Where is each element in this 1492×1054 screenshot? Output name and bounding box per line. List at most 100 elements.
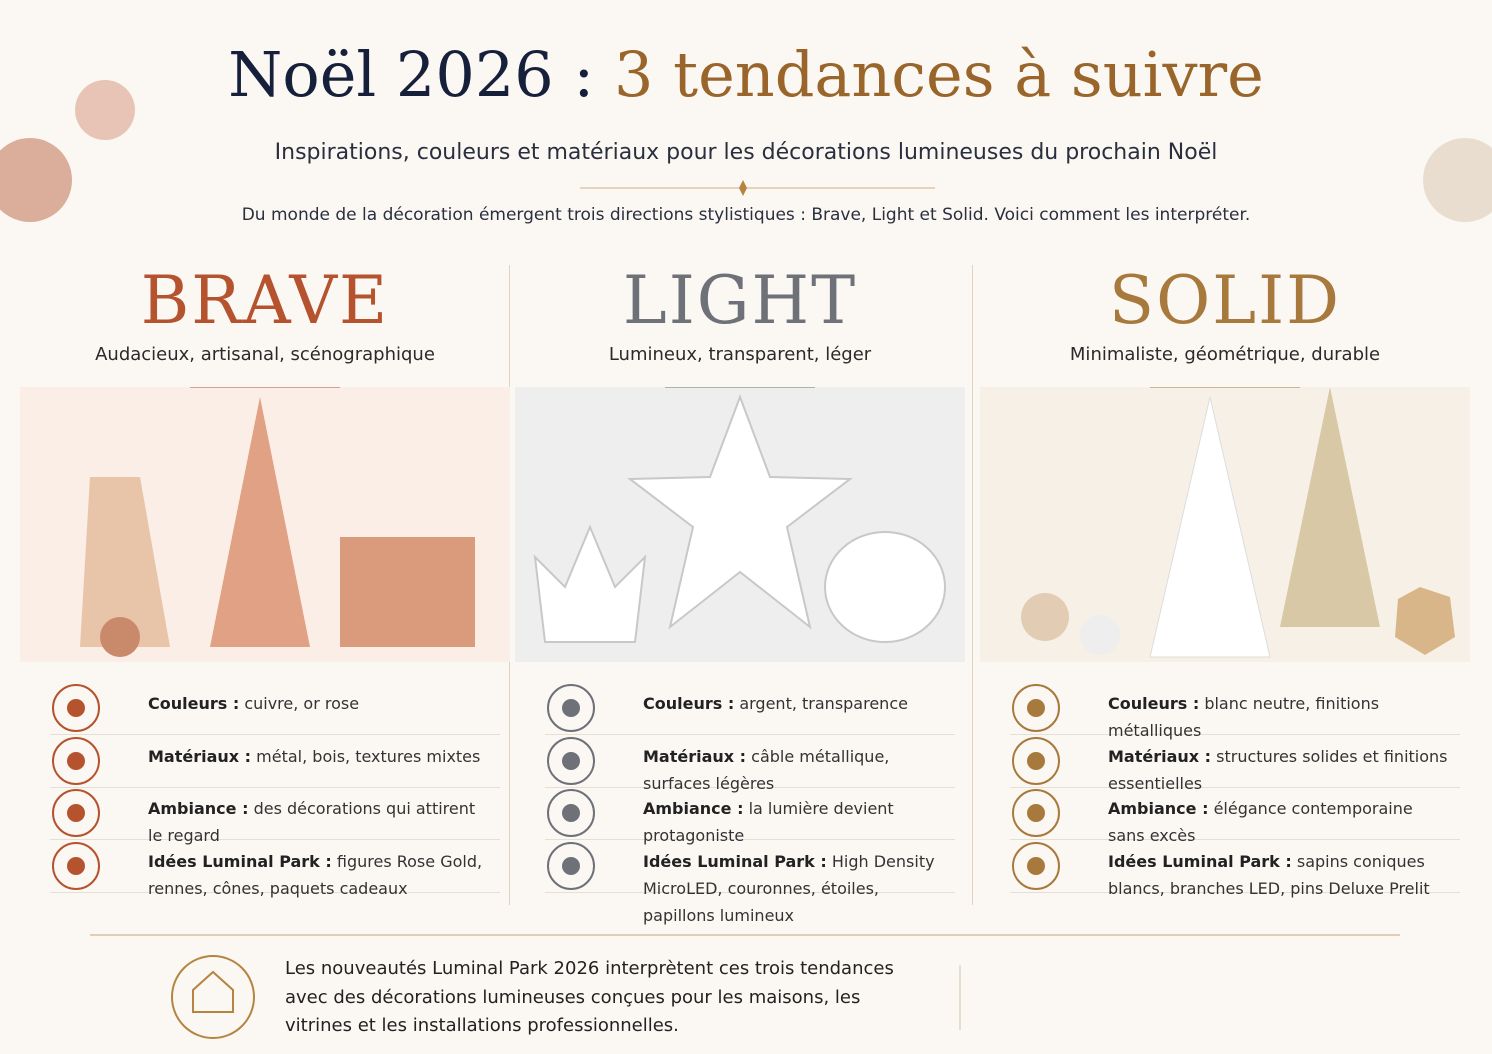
- icon-ring: [547, 789, 595, 837]
- trend-item: Matériaux : câble métallique, surfaces l…: [545, 735, 955, 793]
- icon-ring: [52, 684, 100, 732]
- icon-ring: [1012, 736, 1060, 785]
- icon-ring: [547, 684, 595, 732]
- item-icon: [547, 841, 595, 890]
- trend-item: Matériaux : métal, bois, textures mixtes: [50, 735, 500, 788]
- white-cone: [1149, 396, 1271, 658]
- item-value: argent, transparence: [739, 694, 908, 713]
- item-icon: [1012, 684, 1060, 732]
- item-value: métal, bois, textures mixtes: [256, 746, 481, 766]
- crown: [533, 524, 647, 643]
- item-text: Couleurs : blanc neutre, finitions métal…: [1108, 690, 1450, 744]
- item-label: Couleurs :: [1108, 694, 1200, 713]
- icon-dot: [1027, 856, 1045, 875]
- tree: [1280, 387, 1380, 627]
- trend-item: Idées Luminal Park : sapins coniques bla…: [1010, 840, 1460, 898]
- item-label: Ambiance :: [1108, 799, 1209, 818]
- trend-item: Ambiance : la lumière devient protagonis…: [545, 787, 955, 845]
- ball: [1021, 593, 1069, 641]
- trend-item: Couleurs : argent, transparence: [545, 682, 955, 735]
- icon-ring: [52, 789, 100, 837]
- item-text: Ambiance : élégance contemporaine sans e…: [1108, 795, 1450, 849]
- item-value: High Density MicroLED, couronnes, étoile…: [643, 851, 935, 925]
- item-value: blanc neutre, finitions métalliques: [1108, 694, 1380, 740]
- item-icon: [1012, 841, 1060, 890]
- item-value: élégance contemporaine sans excès: [1108, 799, 1413, 845]
- icon-dot: [1027, 804, 1045, 822]
- gift: [340, 537, 475, 647]
- item-value: figures Rose Gold, rennes, cônes, paquet…: [148, 851, 483, 898]
- ornament: [100, 617, 140, 657]
- illustration: [20, 387, 510, 662]
- trend-column: SOLID Minimaliste, géométrique, durable Co…: [980, 262, 1470, 902]
- item-label: Matériaux :: [643, 746, 747, 766]
- item-text: Couleurs : argent, transparence: [643, 690, 945, 717]
- trend-column: LIGHT Lumineux, transparent, léger Couleur…: [515, 262, 965, 925]
- trend-column: BRAVE Audacieux, artisanal, scénographiqu…: [20, 262, 510, 902]
- title-main: Noël 2026 :: [228, 38, 595, 111]
- trend-item: Ambiance : des décorations qui attirent …: [50, 787, 500, 845]
- item-label: Idées Luminal Park :: [148, 851, 332, 871]
- item-value: sapins coniques blancs, branches LED, pi…: [1108, 851, 1430, 898]
- icon-ring: [1012, 684, 1060, 732]
- icon-ring: [1012, 841, 1060, 890]
- item-icon: [52, 789, 100, 837]
- trend-name: SOLID: [1108, 262, 1342, 339]
- item-label: Couleurs :: [643, 694, 735, 713]
- title-accent: 3 tendances à suivre: [614, 38, 1264, 111]
- item-label: Ambiance :: [148, 799, 249, 818]
- icon-dot: [562, 856, 580, 875]
- item-label: Idées Luminal Park :: [1108, 851, 1292, 871]
- icon-dot: [562, 699, 580, 717]
- illustration: [515, 387, 965, 662]
- icon-dot: [562, 751, 580, 770]
- item-text: Matériaux : câble métallique, surfaces l…: [643, 743, 945, 797]
- trend-item: Idées Luminal Park : figures Rose Gold, …: [50, 840, 500, 898]
- trend-tagline: Lumineux, transparent, léger: [608, 344, 872, 365]
- item-label: Idées Luminal Park :: [643, 851, 827, 871]
- trend-tagline: Audacieux, artisanal, scénographique: [95, 344, 435, 365]
- item-label: Ambiance :: [643, 799, 744, 818]
- item-icon: [1012, 736, 1060, 785]
- item-value: câble métallique, surfaces légères: [643, 746, 890, 793]
- icon-ring: [52, 736, 100, 785]
- title: Noël 2026 : 3 tendances à suivre: [0, 38, 1492, 111]
- item-icon: [52, 841, 100, 890]
- trend-name: BRAVE: [140, 262, 390, 339]
- icon-dot: [1027, 751, 1045, 770]
- item-value: structures solides et finitions essentie…: [1108, 746, 1448, 793]
- item-icon: [547, 789, 595, 837]
- item-label: Matériaux :: [148, 746, 252, 766]
- polyhedron: [1395, 587, 1455, 655]
- item-text: Ambiance : des décorations qui attirent …: [148, 795, 490, 849]
- cone: [210, 397, 310, 647]
- icon-ring: [547, 736, 595, 785]
- item-text: Matériaux : métal, bois, textures mixtes: [148, 743, 490, 770]
- reindeer: [80, 477, 170, 647]
- item-text: Idées Luminal Park : sapins coniques bla…: [1108, 848, 1450, 902]
- intro: Du monde de la décoration émergent trois…: [241, 205, 1251, 225]
- item-text: Idées Luminal Park : High Density MicroL…: [643, 848, 945, 929]
- item-icon: [52, 736, 100, 785]
- icon-dot: [562, 804, 580, 822]
- separator: [972, 265, 973, 905]
- item-text: Ambiance : la lumière devient protagonis…: [643, 795, 945, 849]
- ball: [1080, 615, 1120, 655]
- trend-item: Couleurs : blanc neutre, finitions métal…: [1010, 682, 1460, 740]
- icon-dot: [67, 804, 85, 822]
- trend-item: Matériaux : structures solides et finiti…: [1010, 735, 1460, 793]
- icon-ring: [52, 841, 100, 890]
- icon-dot: [67, 856, 85, 875]
- item-value: la lumière devient protagoniste: [643, 799, 894, 845]
- icon-ring: [547, 841, 595, 890]
- icon-dot: [67, 699, 85, 717]
- item-text: Matériaux : structures solides et finiti…: [1108, 743, 1450, 797]
- trend-tagline: Minimaliste, géométrique, durable: [1069, 344, 1381, 365]
- item-text: Couleurs : cuivre, or rose: [148, 690, 490, 717]
- trend-item: Couleurs : cuivre, or rose: [50, 682, 500, 735]
- illustration: [980, 387, 1470, 662]
- butterfly: [824, 531, 946, 643]
- icon-dot: [1027, 699, 1045, 717]
